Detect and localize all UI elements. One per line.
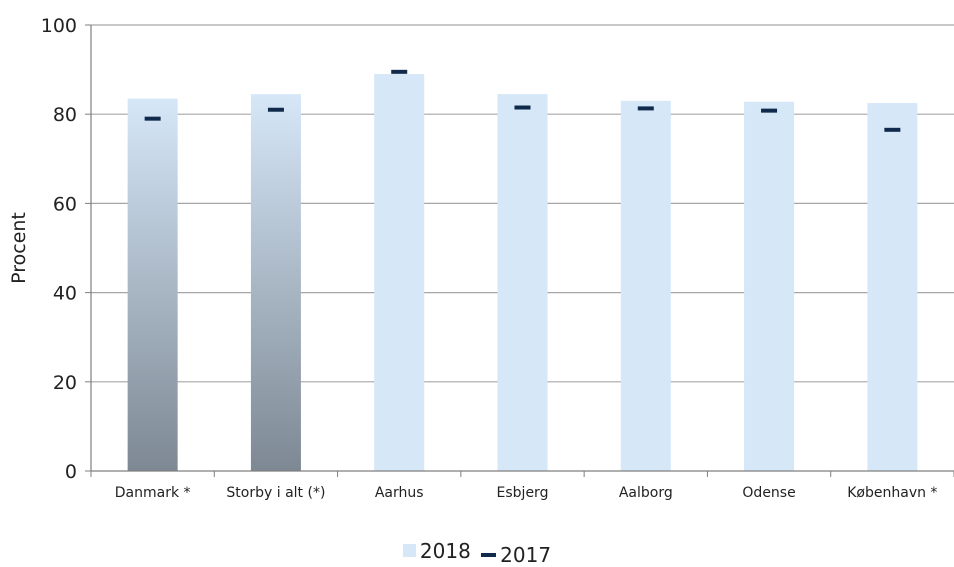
- legend: 2018 2017: [0, 538, 954, 567]
- markers-2017: [144, 69, 901, 132]
- y-tick-label: 20: [53, 372, 77, 394]
- x-tick-label: Storby i alt (*): [226, 485, 325, 501]
- marker-2017: [514, 105, 531, 110]
- legend-item-2017: 2017: [481, 543, 551, 567]
- y-tick-label: 80: [53, 104, 77, 126]
- marker-2017: [761, 108, 778, 113]
- legend-swatch-2018: [402, 544, 416, 557]
- y-tick-label: 100: [41, 15, 77, 37]
- legend-item-2018: 2018: [402, 538, 471, 563]
- y-tick-label: 0: [65, 461, 77, 483]
- x-tick-label: Danmark *: [115, 485, 191, 501]
- x-tick-label: Aalborg: [619, 485, 673, 501]
- bars-2018: [127, 74, 918, 472]
- legend-label-2017: 2017: [500, 543, 552, 567]
- legend-swatch-2017: [481, 553, 497, 557]
- bar-2018: [620, 100, 671, 471]
- marker-2017: [637, 106, 654, 111]
- x-tick-label: Odense: [742, 485, 795, 501]
- legend-label-2018: 2018: [419, 538, 471, 563]
- y-tick-label: 40: [53, 283, 77, 305]
- y-tick-label: 60: [53, 193, 77, 215]
- bar-2018: [250, 94, 301, 471]
- marker-2017: [884, 127, 901, 132]
- x-tick-label: København *: [847, 485, 937, 501]
- x-tick-label: Aarhus: [375, 485, 424, 501]
- marker-2017: [144, 116, 161, 121]
- bar-2018: [127, 98, 178, 471]
- marker-2017: [267, 107, 284, 112]
- marker-2017: [391, 69, 408, 74]
- bar-2018: [867, 103, 918, 472]
- bar-2018: [374, 74, 425, 471]
- x-tick-label: Esbjerg: [497, 485, 549, 501]
- tick-labels: 0 20 40 60 80 100 Danmark * Storby i alt (*) Aar…: [41, 15, 938, 501]
- axes: [85, 24, 954, 477]
- bar-2018: [744, 101, 795, 471]
- y-axis-label: Procent: [8, 212, 30, 284]
- bar-2018: [497, 94, 548, 471]
